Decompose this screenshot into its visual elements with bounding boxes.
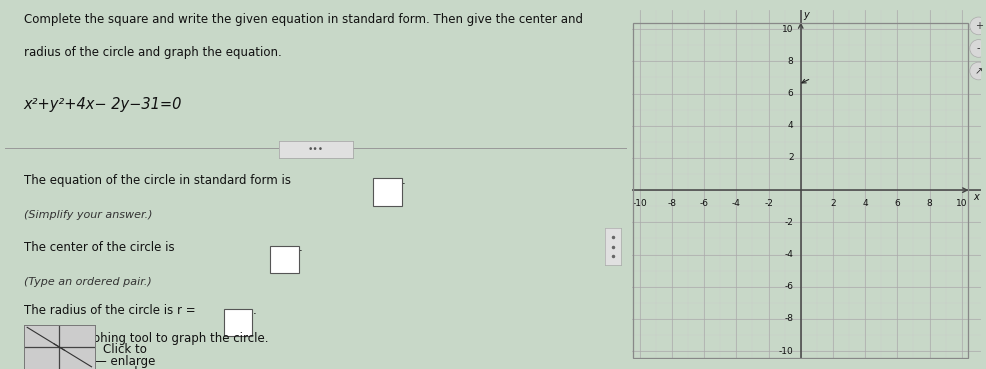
Text: Click to: Click to	[104, 344, 147, 356]
Text: 2: 2	[788, 154, 794, 162]
Text: .: .	[252, 304, 256, 317]
Text: 4: 4	[863, 199, 868, 208]
Text: y: y	[804, 10, 810, 20]
Text: The equation of the circle in standard form is: The equation of the circle in standard f…	[24, 173, 291, 187]
FancyBboxPatch shape	[373, 178, 401, 206]
Text: The center of the circle is: The center of the circle is	[24, 241, 175, 254]
Text: 10: 10	[956, 199, 967, 208]
Text: 6: 6	[894, 199, 900, 208]
Text: (Simplify your answer.): (Simplify your answer.)	[24, 210, 152, 220]
Text: (Type an ordered pair.): (Type an ordered pair.)	[24, 276, 151, 287]
Text: +: +	[974, 21, 983, 31]
Text: -8: -8	[668, 199, 676, 208]
Text: 4: 4	[788, 121, 794, 130]
Circle shape	[970, 62, 986, 80]
Circle shape	[970, 17, 986, 35]
Text: The radius of the circle is r =: The radius of the circle is r =	[24, 304, 195, 317]
Text: -4: -4	[785, 250, 794, 259]
Text: -10: -10	[632, 199, 647, 208]
Circle shape	[970, 39, 986, 57]
Text: Complete the square and write the given equation in standard form. Then give the: Complete the square and write the given …	[24, 13, 583, 26]
Text: radius of the circle and graph the equation.: radius of the circle and graph the equat…	[24, 46, 281, 59]
Text: -8: -8	[785, 314, 794, 324]
Text: x²+y²+4x− 2y−31=0: x²+y²+4x− 2y−31=0	[24, 97, 182, 112]
FancyBboxPatch shape	[270, 245, 299, 273]
Text: 8: 8	[788, 57, 794, 66]
Text: -2: -2	[764, 199, 773, 208]
Text: 10: 10	[782, 25, 794, 34]
Text: x: x	[973, 192, 979, 201]
Text: -6: -6	[785, 282, 794, 291]
Text: 2: 2	[830, 199, 836, 208]
FancyBboxPatch shape	[224, 309, 252, 337]
Text: -10: -10	[779, 346, 794, 356]
Text: 6: 6	[788, 89, 794, 98]
Text: .: .	[401, 173, 405, 187]
Text: graph: graph	[107, 366, 142, 369]
Text: -6: -6	[700, 199, 709, 208]
Text: 8: 8	[927, 199, 933, 208]
Text: -: -	[977, 44, 980, 54]
Text: Use the graphing tool to graph the circle.: Use the graphing tool to graph the circl…	[24, 332, 268, 345]
Text: -4: -4	[732, 199, 740, 208]
Text: ↗: ↗	[974, 66, 983, 76]
Text: — enlarge: — enlarge	[95, 355, 156, 368]
Text: -2: -2	[785, 218, 794, 227]
Text: .: .	[299, 241, 303, 254]
